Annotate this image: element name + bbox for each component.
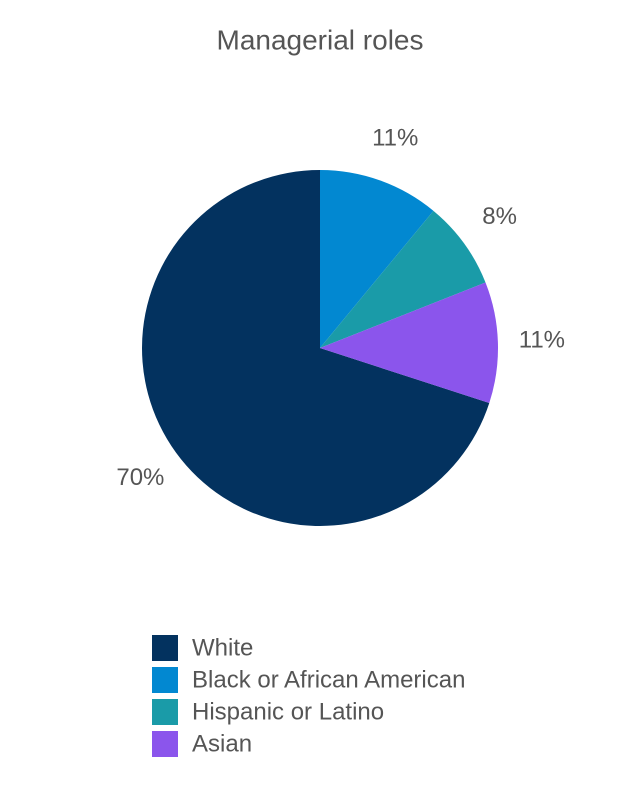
legend-swatch bbox=[152, 635, 178, 661]
pie-slice bbox=[320, 282, 498, 404]
data-label: 8% bbox=[482, 203, 517, 230]
chart-title: Managerial roles bbox=[217, 24, 424, 55]
pie-slice bbox=[141, 170, 490, 526]
data-label: 11% bbox=[372, 124, 418, 151]
legend-swatch bbox=[152, 699, 178, 725]
data-label: 70% bbox=[116, 464, 164, 491]
legend-label: White bbox=[192, 634, 253, 661]
legend-swatch bbox=[152, 731, 178, 757]
legend-label: Asian bbox=[192, 730, 252, 757]
data-label: 11% bbox=[519, 326, 565, 353]
pie-slice bbox=[320, 210, 486, 348]
pie-slice bbox=[320, 170, 434, 348]
legend-label: Black or African American bbox=[192, 666, 465, 693]
legend-swatch bbox=[152, 667, 178, 693]
legend-label: Hispanic or Latino bbox=[192, 698, 384, 725]
